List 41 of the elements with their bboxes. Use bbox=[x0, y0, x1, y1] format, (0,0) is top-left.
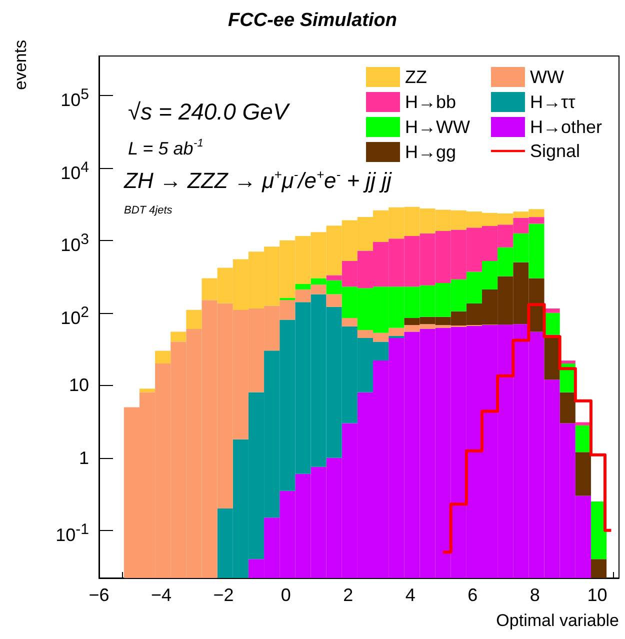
y-tick-label: 10$^{4}$ bbox=[60, 158, 89, 183]
bar bbox=[575, 452, 591, 496]
annotation: BDT 4jets bbox=[124, 204, 173, 216]
y-axis-title: events bbox=[11, 40, 30, 90]
bar bbox=[388, 336, 404, 338]
x-tick-label: 6 bbox=[468, 585, 478, 605]
y-tick-label: 10 bbox=[68, 374, 89, 396]
legend-label: WW bbox=[530, 67, 564, 87]
bar bbox=[560, 360, 576, 364]
x-tick-label: −2 bbox=[213, 585, 234, 605]
legend-label: H→ττ bbox=[530, 92, 576, 112]
chart-title: FCC-ee Simulation bbox=[228, 10, 397, 31]
x-tick-label: −6 bbox=[88, 585, 110, 605]
y-tick-label: 10$^{3}$ bbox=[60, 230, 89, 256]
legend-label: H→other bbox=[530, 117, 602, 137]
legend-label: ZZ bbox=[405, 67, 428, 87]
y-tick-label: 1 bbox=[78, 446, 89, 469]
legend-label: Signal bbox=[530, 141, 580, 161]
y-tick-label: 10$^{2}$ bbox=[60, 302, 89, 328]
annotation: √s = 240.0 GeV bbox=[128, 98, 291, 124]
text: ZH → ZZZ → μ+μ-/e+e- + jj jj bbox=[124, 167, 392, 193]
bar bbox=[342, 318, 358, 326]
legend-label: H→gg bbox=[405, 142, 456, 162]
bar bbox=[186, 310, 202, 329]
bar bbox=[575, 422, 591, 426]
y-tick-label: 10$^{5}$ bbox=[60, 85, 89, 110]
bar bbox=[170, 332, 186, 342]
x-tick-label: 8 bbox=[530, 585, 540, 605]
x-tick-label: −4 bbox=[151, 585, 172, 605]
legend-label: H→WW bbox=[405, 117, 470, 137]
x-tick-label: 0 bbox=[280, 585, 291, 605]
bar bbox=[590, 559, 607, 578]
bar bbox=[155, 350, 171, 364]
x-tick-label: 2 bbox=[343, 585, 354, 605]
bar bbox=[560, 392, 576, 424]
y-tick-label: 10$^{-1}$ bbox=[56, 520, 89, 546]
x-tick-label: 4 bbox=[405, 585, 416, 605]
x-tick-label: 10 bbox=[587, 585, 608, 605]
legend-label: H→bb bbox=[405, 92, 456, 112]
x-axis-title: Optimal variable bbox=[496, 611, 619, 630]
bar bbox=[139, 388, 156, 392]
